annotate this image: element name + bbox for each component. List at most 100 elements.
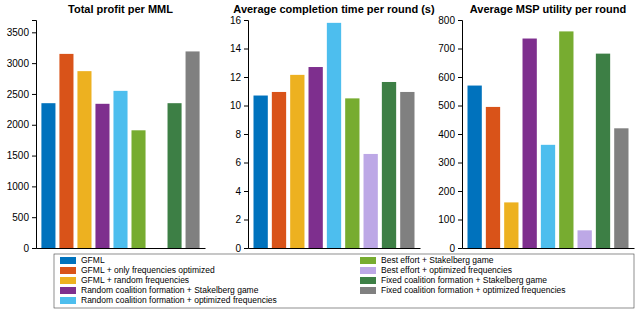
x-axis [37,248,206,249]
tick-label: 800 [438,15,455,26]
bar [614,128,628,248]
panel: 0500100015002000250030003500Total profit… [7,3,206,254]
bars [254,23,415,248]
tick-mark [458,191,462,192]
bar [290,75,304,248]
axis-line [249,248,421,249]
tick-mark [458,220,462,221]
legend-label: Best effort + optimized frequencies [381,265,512,275]
tick: 300 [438,157,462,168]
tick-label: 2500 [7,89,30,100]
tick-mark [458,20,462,21]
tick: 0 [449,243,462,254]
tick: 800 [438,15,462,26]
legend-label: GFML [81,255,105,265]
tick-label: 4 [235,186,241,197]
tick-mark [244,163,248,164]
tick-mark [32,94,36,95]
tick-mark [32,125,36,126]
bar [254,96,268,248]
bar [364,154,378,248]
bar [523,39,537,248]
tick-label: 10 [230,100,242,111]
axis-line [458,21,463,249]
tick-mark [32,248,36,249]
tick: 12 [230,72,248,83]
tick: 0 [23,243,36,254]
axis-line [463,248,635,249]
tick-label: 200 [438,186,455,197]
tick-mark [458,49,462,50]
tick-label: 16 [230,15,242,26]
legend-label: Random coalition formation + optimized f… [81,295,277,305]
tick-label: 600 [438,72,455,83]
tick: 0 [235,243,248,254]
bar [131,130,145,248]
bar [559,31,573,248]
tick: 2500 [7,89,36,100]
bar [345,98,359,248]
legend: GFMLGFML + only frequencies optimizedGFM… [54,254,634,308]
bar [504,202,518,248]
axis-line [32,21,37,249]
tick: 8 [235,129,248,140]
tick-label: 3500 [7,27,30,38]
bar [309,67,323,248]
legend-label: GFML + random frequencies [81,275,189,285]
legend-swatch [360,287,376,294]
bar [400,92,414,248]
title: Average MSP utility per round [470,3,626,15]
bar [578,230,592,248]
tick-mark [244,220,248,221]
tick-mark [244,49,248,50]
bars [41,51,199,248]
legend-swatch [60,297,76,304]
tick: 2000 [7,119,36,130]
tick: 2 [235,214,248,225]
legend-label: Random coalition formation + Stakelberg … [81,285,259,295]
tick: 6 [235,157,248,168]
tick: 1500 [7,150,36,161]
legend-swatch [360,267,376,274]
tick-label: 14 [230,43,242,54]
tick-mark [244,134,248,135]
legend-swatch [360,257,376,264]
tick-label: 500 [438,100,455,111]
tick-label: 300 [438,157,455,168]
tick-mark [244,248,248,249]
bar [468,86,482,248]
tick-label: 2 [235,214,241,225]
tick-mark [458,134,462,135]
tick-mark [32,156,36,157]
tick-mark [32,63,36,64]
figure: 0500100015002000250030003500Total profit… [0,0,640,311]
tick-label: 6 [235,157,241,168]
tick-label: 1500 [7,150,30,161]
tick: 3500 [7,27,36,38]
bar [327,23,341,248]
tick-label: 12 [230,72,242,83]
tick-label: 0 [449,243,455,254]
legend-label: Fixed coalition formation + Stakelberg g… [381,275,547,285]
title: Total profit per MML [68,3,173,15]
tick: 500 [438,100,462,111]
tick: 10 [230,100,248,111]
legend-swatch [60,277,76,284]
axis-line [244,21,249,249]
tick: 1000 [7,181,36,192]
tick: 14 [230,43,248,54]
tick: 3000 [7,58,36,69]
x-axis [249,248,421,249]
tick-label: 0 [235,243,241,254]
tick-label: 8 [235,129,241,140]
title: Average completion time per round (s) [233,3,435,15]
tick: 700 [438,43,462,54]
tick-label: 100 [438,214,455,225]
bar [272,92,286,248]
legend-label: Best effort + Stakelberg game [381,255,494,265]
legend-swatch [60,257,76,264]
tick-mark [32,32,36,33]
tick-mark [32,217,36,218]
bar [382,82,396,248]
panel: 0100200300400500600700800Average MSP uti… [438,3,634,254]
